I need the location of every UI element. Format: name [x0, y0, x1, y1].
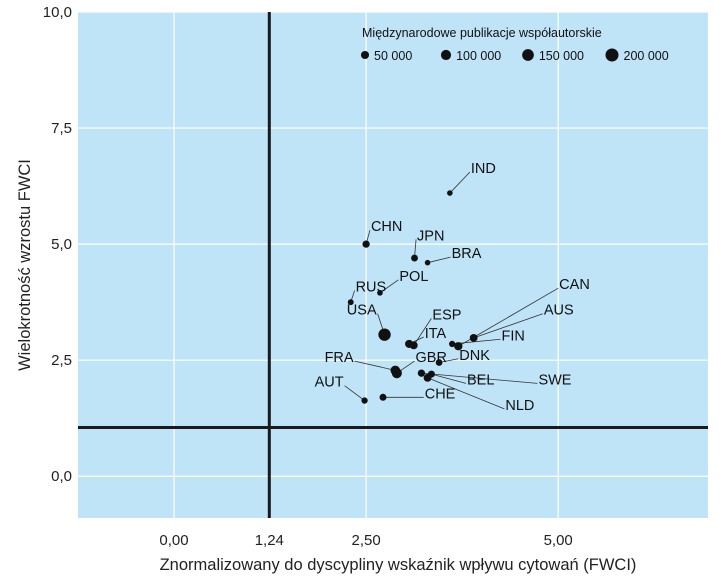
point-can: [454, 342, 463, 351]
y-tick-label: 10,0: [43, 4, 72, 21]
point-label-fin: FIN: [502, 328, 525, 344]
point-label-aut: AUT: [315, 375, 344, 391]
x-axis-ticks: 0,00 1,24 2,50 5,00: [159, 532, 572, 549]
point-ind: [447, 190, 453, 196]
point-gbr: [391, 368, 402, 379]
leader-line-nld: [427, 377, 505, 410]
point-label-swe: SWE: [538, 372, 571, 388]
legend-marker: [360, 50, 370, 60]
point-label-pol: POL: [399, 269, 428, 285]
grid-lines: [78, 11, 708, 518]
point-label-nld: NLD: [505, 398, 534, 414]
leader-line-ind: [449, 171, 471, 194]
leader-line-pol: [379, 279, 399, 294]
legend-label: 200 000: [624, 49, 669, 63]
point-label-rus: RUS: [356, 280, 387, 296]
y-tick-label: 5,0: [51, 236, 72, 253]
x-tick-label: 2,50: [352, 532, 381, 549]
point-pol: [377, 290, 383, 296]
legend-marker: [522, 49, 534, 61]
point-labels: IND CHN JPN BRA POL RUS CAN ESP AUS USA ITA FIN DNK F…: [315, 161, 590, 414]
point-usa: [378, 328, 391, 341]
y-tick-label: 2,5: [51, 352, 72, 369]
point-label-esp: ESP: [432, 307, 461, 323]
point-swe: [417, 369, 426, 377]
x-axis-title: Znormalizowany do dyscypliny wskaźnik wp…: [160, 556, 637, 574]
point-dnk: [435, 359, 443, 366]
legend-label: 100 000: [456, 49, 501, 63]
point-nld: [423, 373, 432, 382]
leader-line-fra: [354, 360, 396, 371]
y-tick-label: 7,5: [51, 120, 72, 137]
plot-background: [78, 12, 708, 518]
point-ita: [405, 339, 414, 348]
leader-line-esp: [413, 318, 432, 346]
point-label-dnk: DNK: [459, 348, 490, 364]
y-tick-label: 0,0: [51, 468, 72, 485]
point-label-gbr: GBR: [416, 350, 447, 366]
point-che: [379, 393, 387, 401]
point-aus: [469, 333, 478, 342]
point-jpn: [411, 254, 418, 262]
point-fin: [449, 340, 456, 348]
point-label-can: CAN: [559, 277, 590, 293]
point-label-bel: BEL: [467, 372, 494, 388]
point-label-fra: FRA: [325, 350, 354, 366]
point-label-chn: CHN: [371, 219, 402, 235]
data-points: [347, 190, 478, 404]
point-rus: [347, 299, 354, 306]
leader-line-swe: [421, 372, 538, 384]
x-tick-label: 1,24: [255, 532, 284, 549]
point-label-aus: AUS: [544, 303, 574, 319]
legend-title: Międzynarodowe publikacje współautorskie: [362, 26, 602, 40]
point-label-jpn: JPN: [417, 228, 444, 244]
legend-label: 150 000: [539, 49, 584, 63]
leader-line-aut: [344, 385, 365, 401]
point-label-che: CHE: [425, 386, 456, 402]
point-bra: [424, 259, 431, 266]
legend-marker: [440, 49, 452, 61]
x-tick-label: 5,00: [544, 532, 573, 549]
y-axis-ticks: 0,0 2,5 5,0 7,5 10,0: [43, 4, 72, 485]
y-axis-title: Wielokrotność wzrostu FWCI: [16, 159, 34, 371]
legend-marker: [605, 48, 619, 62]
reference-lines: [78, 12, 708, 518]
point-label-bra: BRA: [452, 246, 482, 262]
leader-line-bel: [431, 373, 467, 384]
point-label-usa: USA: [347, 303, 377, 319]
point-label-ind: IND: [471, 161, 496, 177]
point-label-ita: ITA: [425, 326, 447, 342]
leader-line-aus: [473, 313, 543, 339]
legend-label: 50 000: [374, 49, 412, 63]
point-aut: [361, 397, 368, 404]
leader-line-bra: [427, 256, 451, 264]
point-chn: [362, 240, 370, 248]
legend: Międzynarodowe publikacje współautorskie…: [360, 26, 669, 63]
x-tick-label: 0,00: [159, 532, 188, 549]
